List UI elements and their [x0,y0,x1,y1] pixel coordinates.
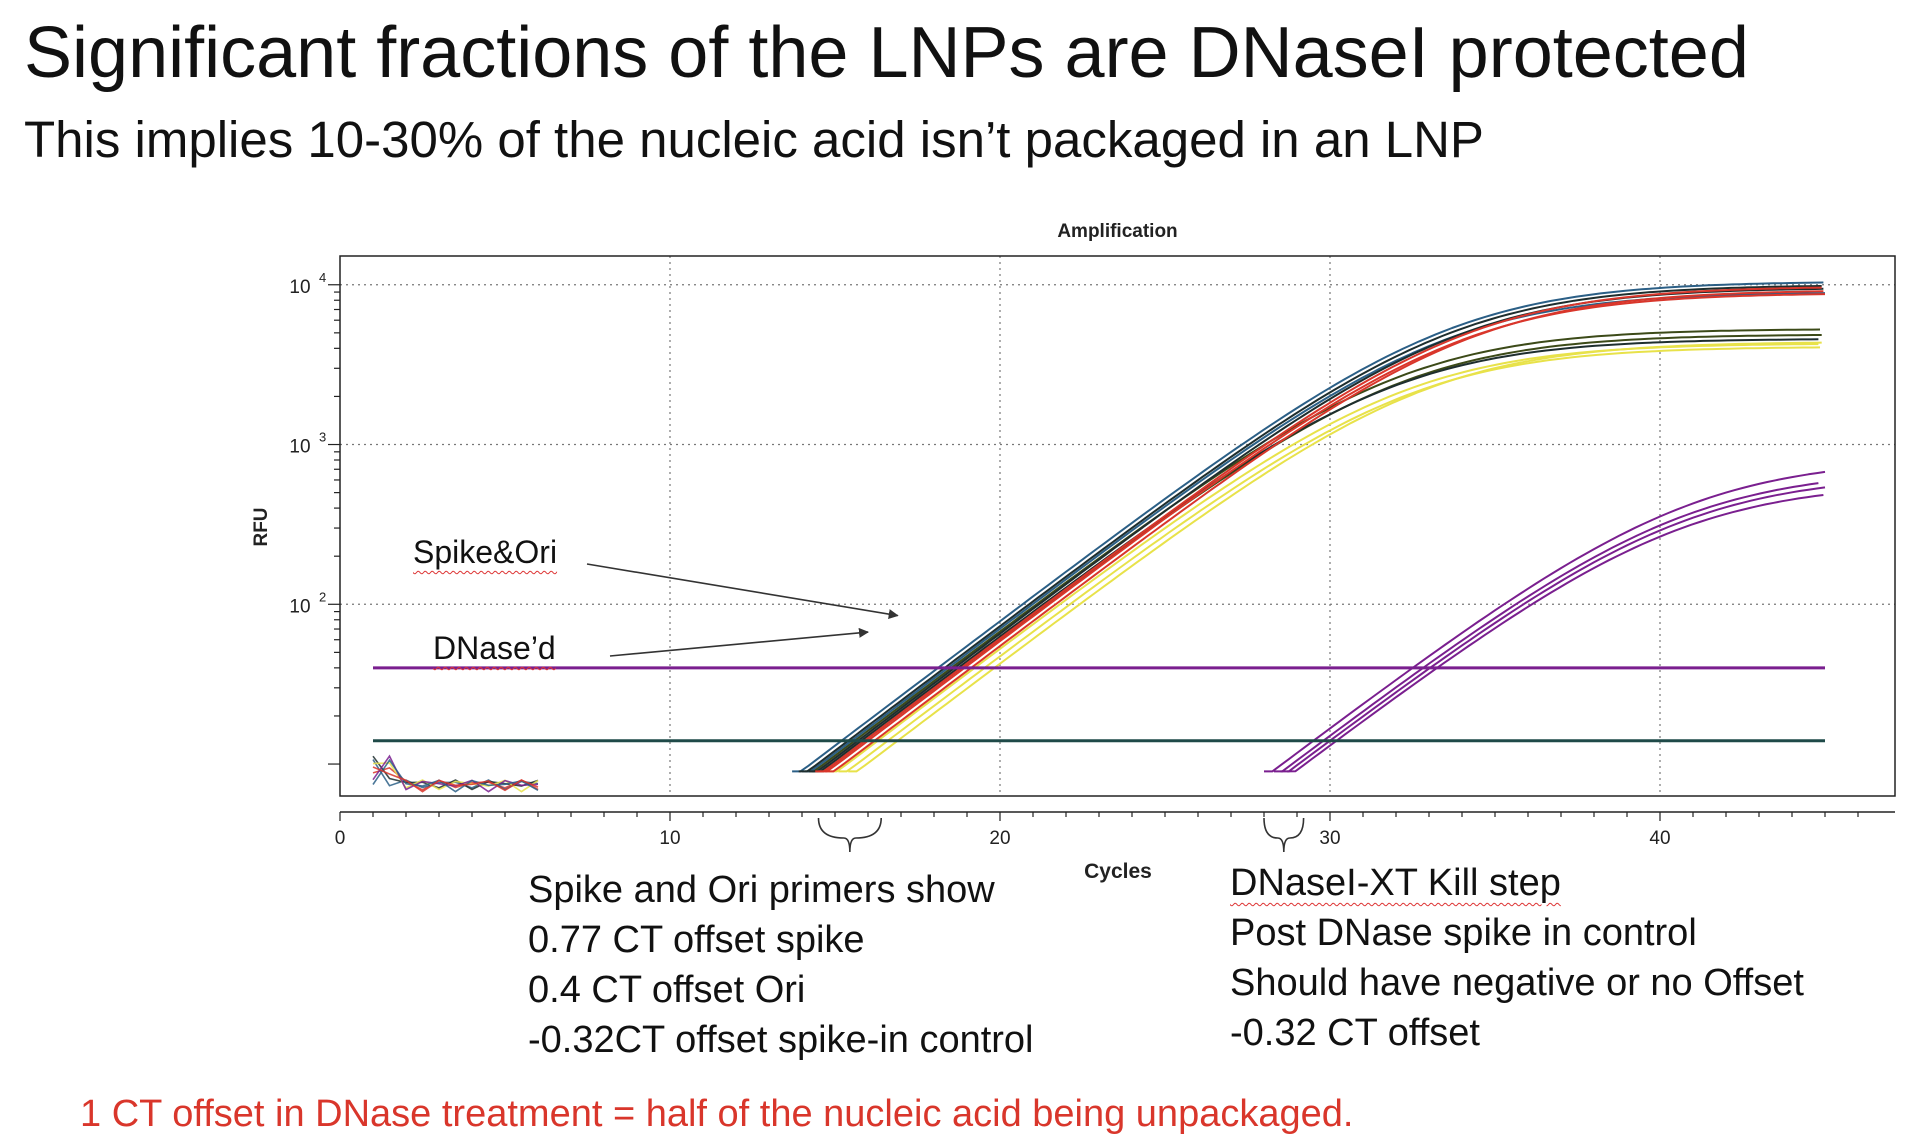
y-tick-exponent: 4 [319,270,326,285]
chart-title: Amplification [1057,221,1177,242]
baseline-noise [372,758,539,793]
x-tick-label: 10 [659,828,680,849]
amplification-curve-dnase [848,341,1822,773]
x-axis-label: Cycles [1084,860,1152,883]
left-bracket [817,817,882,853]
y-tick-label: 10 [289,596,310,617]
y-tick-label: 10 [289,437,310,458]
plot-frame [339,255,1896,797]
amplification-curve-spike-ori [815,286,1822,773]
x-tick-label: 20 [989,828,1010,849]
y-tick-label: 10 [289,277,310,298]
amplification-curve-control [1273,482,1819,773]
page-title: Significant fractions of the LNPs are DN… [24,13,1749,93]
left-note-line: Spike and Ori primers show [528,869,995,911]
amplification-curve-dnase [838,346,1821,773]
spike-ori-label: Spike&Ori [413,534,558,570]
amplification-curve-control [1280,486,1826,773]
amplification-curve-spike-ori [808,287,1824,773]
dnase-label: DNase’d [433,630,556,666]
amplification-curve-spike-ori [818,293,1826,773]
right-note-line: -0.32 CT offset [1230,1012,1480,1054]
y-tick-exponent: 3 [319,430,326,445]
amplification-curve-dnase [805,328,1821,773]
amplification-curve-control [1287,494,1824,773]
left-note-line: -0.32CT offset spike-in control [528,1019,1034,1061]
left-note-line: 0.4 CT offset Ori [528,969,806,1011]
x-tick-label: 0 [335,828,346,849]
amplification-curve-spike-ori [798,285,1822,773]
amplification-curve-dnase [811,338,1819,773]
right-note-line: DNaseI-XT Kill step [1230,862,1561,904]
right-note-line: Should have negative or no Offset [1230,962,1804,1004]
right-note: DNaseI-XT Kill step Post DNase spike in … [1230,858,1804,1058]
amplification-curve-control [1264,470,1826,773]
amplification-curve-spike-ori [825,290,1824,773]
right-bracket [1263,817,1305,853]
footer-note: 1 CT offset in DNase treatment = half of… [80,1093,1354,1135]
x-tick-label: 40 [1649,828,1670,849]
dnase-label-arrow [609,627,869,657]
y-axis-label: RFU [251,507,272,546]
amplification-curve-spike-ori [792,281,1824,773]
x-tick-label: 30 [1319,828,1340,849]
amplification-curve-dnase [828,343,1819,773]
page-subtitle: This implies 10-30% of the nucleic acid … [24,111,1484,168]
left-note: Spike and Ori primers show 0.77 CT offse… [528,865,1034,1065]
baseline-noise [372,766,539,793]
right-note-line: Post DNase spike in control [1230,912,1697,954]
y-tick-exponent: 2 [319,589,326,604]
spike-ori-label-arrow [586,563,899,620]
left-note-line: 0.77 CT offset spike [528,919,865,961]
